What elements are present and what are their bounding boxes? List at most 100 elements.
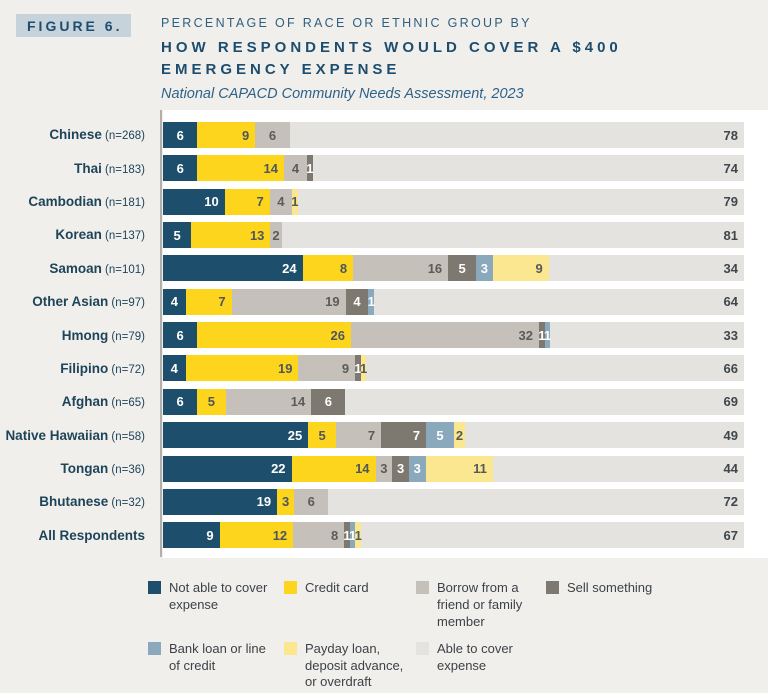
- row-label-name: Other Asian: [32, 294, 109, 310]
- segment-able: 64: [374, 288, 744, 315]
- row-label-n: (n=32): [108, 497, 145, 510]
- stacked-bar: 25 5 7 7 5 2 49: [163, 422, 744, 449]
- segment-able: 79: [297, 188, 744, 215]
- segment-able: 81: [281, 222, 744, 249]
- segment-borrow: 4: [269, 188, 293, 215]
- segment-borrow: 3: [375, 455, 393, 482]
- chart-title-line-1: HOW RESPONDENTS WOULD COVER A $400: [161, 39, 622, 56]
- segment-payday: 9: [492, 255, 549, 282]
- row-label-name: All Respondents: [38, 527, 145, 543]
- chart-row: Tongan (n=36) 22 14 3 3 3 11 44: [0, 455, 768, 482]
- segment-able: 78: [289, 122, 744, 148]
- row-label-name: Bhutanese: [39, 494, 109, 510]
- segment-bank_loan: 3: [475, 255, 493, 282]
- segment-able: 74: [312, 155, 744, 182]
- segment-borrow: 8: [293, 522, 345, 549]
- chart-legend: Not able to cover expense Credit card Borr…: [148, 580, 756, 691]
- row-label: Thai (n=183): [0, 155, 155, 181]
- stacked-bar: 6 14 4 1 74: [163, 155, 744, 182]
- row-label-name: Samoan: [49, 260, 102, 276]
- segment-not_able: 22: [163, 455, 292, 482]
- stacked-bar: 9 12 8 1 1 1 67: [163, 522, 744, 549]
- chart-row: All Respondents 9 12 8 1 1 1 67: [0, 522, 768, 549]
- segment-borrow: 14: [225, 388, 312, 415]
- legend-swatch-icon: [416, 581, 429, 594]
- figure-number-tag: FIGURE 6.: [16, 14, 132, 37]
- segment-not_able: 4: [163, 355, 186, 382]
- row-label-n: (n=101): [101, 263, 145, 276]
- legend-swatch-icon: [416, 641, 429, 655]
- segment-bank_loan: 5: [426, 422, 454, 449]
- chart-row: Hmong (n=79) 6 26 32 1 1 33: [0, 322, 768, 349]
- legend-label: Bank loan or line of credit: [169, 640, 266, 673]
- legend-label: Able to cover expense: [437, 640, 513, 673]
- segment-borrow: 16: [353, 255, 449, 282]
- legend-item-able: Able to cover expense: [416, 641, 546, 692]
- row-label: Korean (n=137): [0, 222, 155, 248]
- row-label-n: (n=65): [108, 397, 145, 410]
- chart-row: Bhutanese (n=32) 19 3 6 72: [0, 488, 768, 515]
- segment-payday: 1: [360, 355, 367, 382]
- row-label: Native Hawaiian (n=58): [0, 422, 155, 448]
- legend-label: Borrow from a friend or family member: [437, 580, 523, 629]
- segment-bank_loan: 1: [349, 522, 356, 549]
- chart-row: Thai (n=183) 6 14 4 1 74: [0, 155, 768, 182]
- segment-bank_loan: 1: [368, 288, 375, 315]
- segment-bank_loan: 1: [544, 322, 551, 349]
- segment-not_able: 24: [163, 255, 303, 282]
- row-label-name: Hmong: [61, 327, 109, 343]
- row-label: Tongan (n=36): [0, 456, 155, 482]
- segment-borrow: 6: [294, 488, 329, 515]
- stacked-bar: 22 14 3 3 3 11 44: [163, 455, 744, 482]
- row-label-name: Native Hawaiian: [5, 427, 109, 443]
- row-label-name: Korean: [55, 227, 102, 243]
- row-label-n: (n=183): [101, 163, 145, 176]
- segment-payday: 1: [355, 522, 362, 549]
- segment-not_able: 9: [163, 522, 220, 549]
- row-label: Afghan (n=65): [0, 389, 155, 415]
- chart-row: Afghan (n=65) 6 5 14 6 69: [0, 388, 768, 415]
- row-label-n: (n=72): [108, 363, 145, 376]
- segment-credit_card: 7: [185, 288, 232, 315]
- row-label: All Respondents: [0, 522, 155, 548]
- chart-kicker: PERCENTAGE OF RACE OR ETHNIC GROUP BY: [161, 16, 532, 30]
- segment-borrow: 9: [298, 355, 356, 382]
- stacked-bar: 4 7 19 4 1 64: [163, 288, 744, 315]
- legend-swatch-icon: [148, 641, 161, 655]
- segment-sell: 6: [311, 388, 346, 415]
- segment-sell: 5: [448, 255, 476, 282]
- segment-able: 34: [548, 255, 745, 282]
- row-label-n: (n=97): [108, 297, 145, 310]
- y-axis-line: [160, 110, 162, 557]
- row-label: Samoan (n=101): [0, 255, 155, 281]
- row-label-name: Tongan: [60, 460, 109, 476]
- legend-label: Payday loan, deposit advance, or overdra…: [305, 640, 404, 690]
- segment-borrow: 6: [255, 122, 290, 148]
- segment-able: 33: [550, 322, 745, 349]
- segment-sell: 1: [306, 155, 313, 182]
- chart-subtitle: National CAPACD Community Needs Assessme…: [161, 85, 524, 102]
- segment-credit_card: 13: [191, 222, 271, 249]
- segment-credit_card: 12: [219, 522, 294, 549]
- segment-credit_card: 3: [277, 488, 295, 515]
- chart-header: PERCENTAGE OF RACE OR ETHNIC GROUP BY HO…: [161, 16, 761, 102]
- row-label-n: (n=268): [101, 130, 145, 143]
- chart-row: Korean (n=137) 5 13 2 81: [0, 222, 768, 249]
- segment-sell: 1: [354, 355, 362, 382]
- segment-able: 44: [492, 455, 744, 482]
- legend-label: Not able to cover expense: [169, 580, 268, 612]
- segment-credit_card: 14: [197, 155, 284, 182]
- legend-swatch-icon: [284, 581, 297, 594]
- legend-swatch-icon: [148, 581, 161, 594]
- segment-not_able: 6: [163, 388, 198, 415]
- row-label-name: Thai: [74, 160, 102, 176]
- row-label-name: Cambodian: [28, 194, 102, 210]
- row-label-name: Chinese: [49, 127, 102, 143]
- segment-payday: 2: [453, 422, 466, 449]
- segment-credit_card: 8: [302, 255, 354, 282]
- legend-item-bank_loan: Bank loan or line of credit: [148, 641, 284, 692]
- segment-not_able: 5: [163, 222, 192, 249]
- legend-item-not_able: Not able to cover expense: [148, 580, 284, 631]
- row-label-n: (n=181): [101, 197, 145, 210]
- chart-title: HOW RESPONDENTS WOULD COVER A $400 EMERG…: [161, 37, 761, 81]
